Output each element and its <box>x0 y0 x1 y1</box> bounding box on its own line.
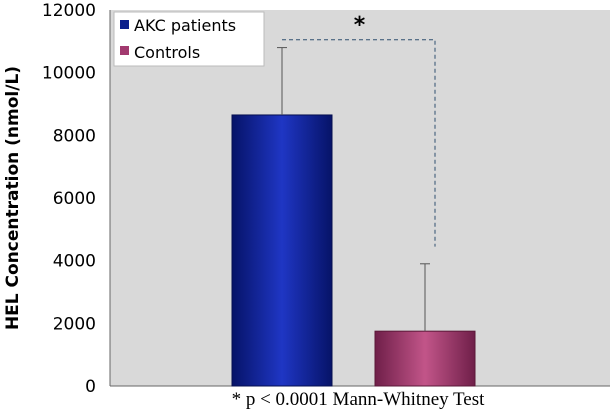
significance-note: * p < 0.0001 Mann-Whitney Test <box>232 389 486 410</box>
significance-bracket <box>282 39 436 247</box>
plot-area <box>110 10 610 386</box>
bars <box>231 114 476 387</box>
y-tick-label: 6000 <box>53 189 96 209</box>
legend-swatch-akc <box>120 20 129 29</box>
bar-controls <box>374 330 476 387</box>
legend-box <box>113 11 265 67</box>
legend-label-controls: Controls <box>134 43 200 62</box>
y-tick-label: 0 <box>85 377 96 397</box>
y-tick-label: 4000 <box>53 252 96 272</box>
legend-label-akc: AKC patients <box>134 16 236 35</box>
y-tick-labels: 0 2000 4000 6000 8000 10000 12000 <box>42 1 96 397</box>
legend: AKC patients Controls <box>113 11 265 67</box>
y-axis-label: HEL Concentration (nmol/L) <box>3 66 23 330</box>
y-tick-label: 10000 <box>42 64 96 84</box>
y-tick-label: 12000 <box>42 1 96 21</box>
significance-star: * <box>354 13 366 38</box>
y-tick-label: 2000 <box>53 314 96 334</box>
legend-swatch-controls <box>120 46 129 55</box>
error-bars <box>277 47 430 332</box>
y-tick-label: 8000 <box>53 126 96 146</box>
bar-akc-patients <box>231 114 333 387</box>
